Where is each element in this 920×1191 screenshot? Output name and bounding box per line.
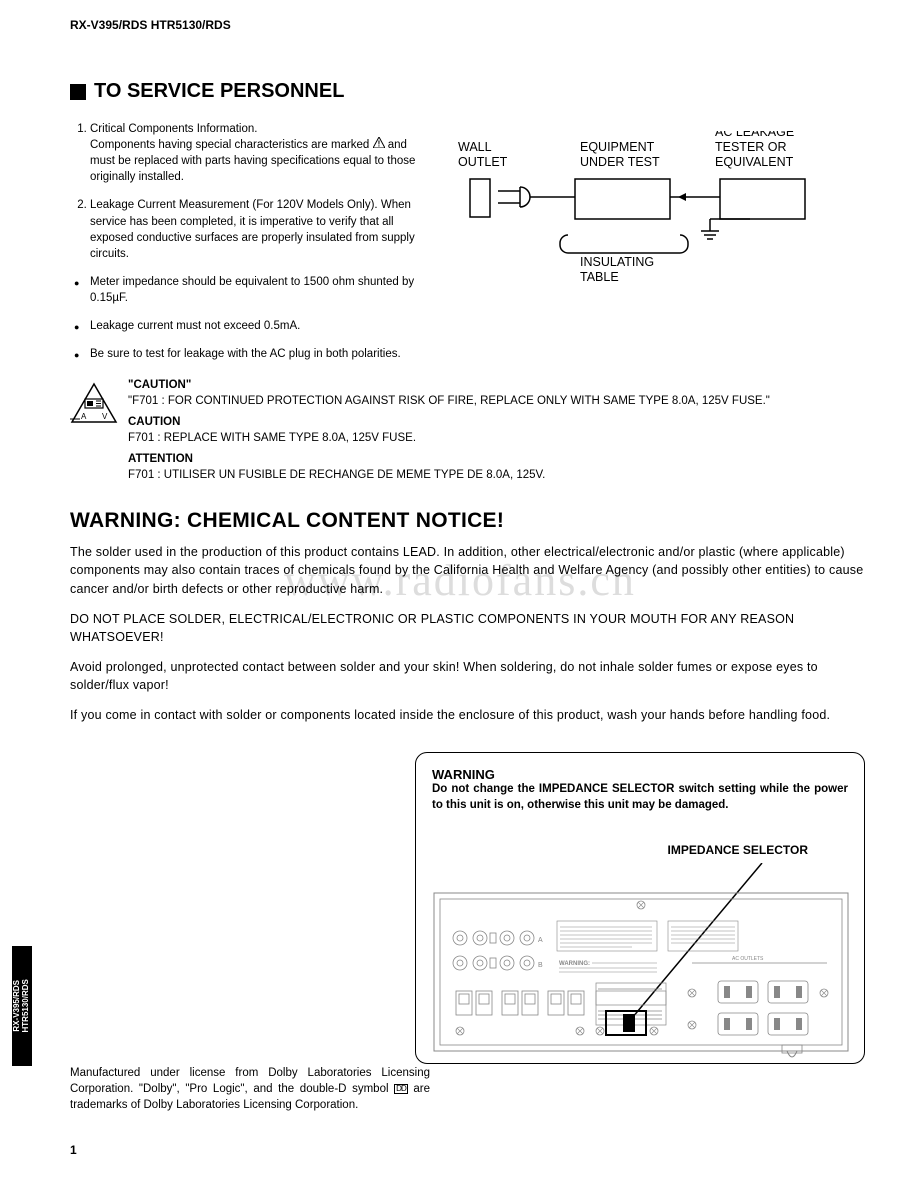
header-model: RX-V395/RDS HTR5130/RDS: [70, 18, 865, 32]
impedance-panel-box: WARNING Do not change the IMPEDANCE SELE…: [415, 752, 865, 1064]
svg-text:INSULATING TABLE: INSULATING TABLE: [580, 255, 658, 284]
caution-line-2: F701 : REPLACE WITH SAME TYPE 8.0A, 125V…: [128, 432, 416, 444]
two-column-region: Critical Components Information. Compone…: [70, 121, 865, 374]
caution-label-3: ATTENTION: [128, 453, 193, 465]
diagram-table-label-1: INSULATING: [580, 255, 654, 269]
warning-para-2: DO NOT PLACE SOLDER, ELECTRICAL/ELECTRON…: [70, 610, 865, 646]
warning-para-3: Avoid prolonged, unprotected contact bet…: [70, 658, 865, 694]
side-tab: RX-V395/RDSHTR5130/RDS: [12, 946, 32, 1066]
left-column: Critical Components Information. Compone…: [70, 121, 420, 374]
insulating-table-shape: [560, 235, 688, 253]
page-number: 1: [70, 1143, 865, 1157]
svg-text:!: !: [377, 140, 380, 149]
list-item-2: Leakage Current Measurement (For 120V Mo…: [90, 197, 420, 261]
panel-warning-body: Do not change the IMPEDANCE SELECTOR swi…: [432, 782, 848, 813]
list-item-1-title: Critical Components Information.: [90, 123, 257, 135]
diagram-tester-label-2: TESTER OR: [715, 140, 787, 154]
panel-warning-title: WARNING: [432, 767, 848, 782]
list-item-1: Critical Components Information. Compone…: [90, 121, 420, 185]
diagram-wall-label-1: WALL: [458, 140, 492, 154]
equipment-box: [575, 179, 670, 219]
svg-text:WALL OUTLET: WALL OUTLET: [458, 140, 508, 169]
bullet-list: Meter impedance should be equivalent to …: [70, 274, 420, 362]
side-tab-label: RX-V395/RDSHTR5130/RDS: [13, 979, 31, 1032]
diagram-table-label-2: TABLE: [580, 270, 619, 284]
warning-para-1: The solder used in the production of thi…: [70, 543, 865, 597]
license-part-1: Manufactured under license from Dolby La…: [70, 1067, 430, 1095]
warning-triangle-icon: !: [373, 137, 385, 153]
diagram-wall-label-2: OUTLET: [458, 155, 508, 169]
diagram-equip-label-1: EQUIPMENT: [580, 140, 655, 154]
test-setup-diagram: WALL OUTLET EQUIPMENT UNDER TEST AC LEAK…: [440, 131, 850, 301]
diagram-equip-label-2: UNDER TEST: [580, 155, 660, 169]
svg-text:AC OUTLETS: AC OUTLETS: [732, 956, 764, 962]
svg-text:WARNING:: WARNING:: [559, 961, 590, 967]
bullet-2: Leakage current must not exceed 0.5mA.: [74, 318, 420, 334]
svg-text:EQUIPMENT UNDER TEST: EQUIPMENT UNDER TEST: [580, 140, 660, 169]
wall-outlet-box: [470, 179, 490, 217]
numbered-list: Critical Components Information. Compone…: [70, 121, 420, 262]
impedance-selector-label: IMPEDANCE SELECTOR: [432, 843, 848, 857]
square-bullet-icon: [70, 84, 86, 100]
caution-label-2: CAUTION: [128, 416, 180, 428]
caution-triangle-icon: A V: [70, 378, 118, 489]
list-item-2-title: Leakage Current Measurement (For 120V Mo…: [90, 199, 378, 211]
diagram-tester-label-3: EQUIVALENT: [715, 155, 794, 169]
warning-heading: WARNING: CHEMICAL CONTENT NOTICE!: [70, 509, 865, 533]
svg-text:A: A: [81, 412, 87, 421]
bullet-1: Meter impedance should be equivalent to …: [74, 274, 420, 306]
svg-text:A: A: [538, 937, 543, 944]
rear-panel-diagram: A B: [432, 863, 850, 1063]
tester-box: [720, 179, 805, 219]
caution-block: A V "CAUTION" "F701 : FOR CONTINUED PROT…: [70, 378, 865, 489]
caution-line-1: "F701 : FOR CONTINUED PROTECTION AGAINST…: [128, 395, 770, 407]
caution-text: "CAUTION" "F701 : FOR CONTINUED PROTECTI…: [128, 378, 865, 489]
svg-text:B: B: [538, 962, 543, 969]
diagram-tester-label-1: AC LEAKAGE: [715, 131, 794, 139]
svg-text:AC LEAKAGE TESTER OR: AC LEAKAGE TESTER OR EQUIVALENT: [715, 131, 798, 169]
dolby-dd-icon: DD: [394, 1084, 408, 1094]
bullet-3: Be sure to test for leakage with the AC …: [74, 346, 420, 362]
warning-para-4: If you come in contact with solder or co…: [70, 706, 865, 724]
page-content: RX-V395/RDS HTR5130/RDS TO SERVICE PERSO…: [70, 18, 865, 1064]
footer: Manufactured under license from Dolby La…: [70, 1065, 865, 1157]
caution-label-1: "CAUTION": [128, 379, 191, 391]
caution-line-3: F701 : UTILISER UN FUSIBLE DE RECHANGE D…: [128, 469, 545, 481]
license-text: Manufactured under license from Dolby La…: [70, 1065, 430, 1113]
svg-text:V: V: [102, 412, 108, 421]
section-title: TO SERVICE PERSONNEL: [70, 80, 865, 103]
right-column-diagram: WALL OUTLET EQUIPMENT UNDER TEST AC LEAK…: [440, 121, 865, 374]
list-item-1-body-a: Components having special characteristic…: [90, 139, 373, 151]
section-title-text: TO SERVICE PERSONNEL: [94, 80, 344, 103]
